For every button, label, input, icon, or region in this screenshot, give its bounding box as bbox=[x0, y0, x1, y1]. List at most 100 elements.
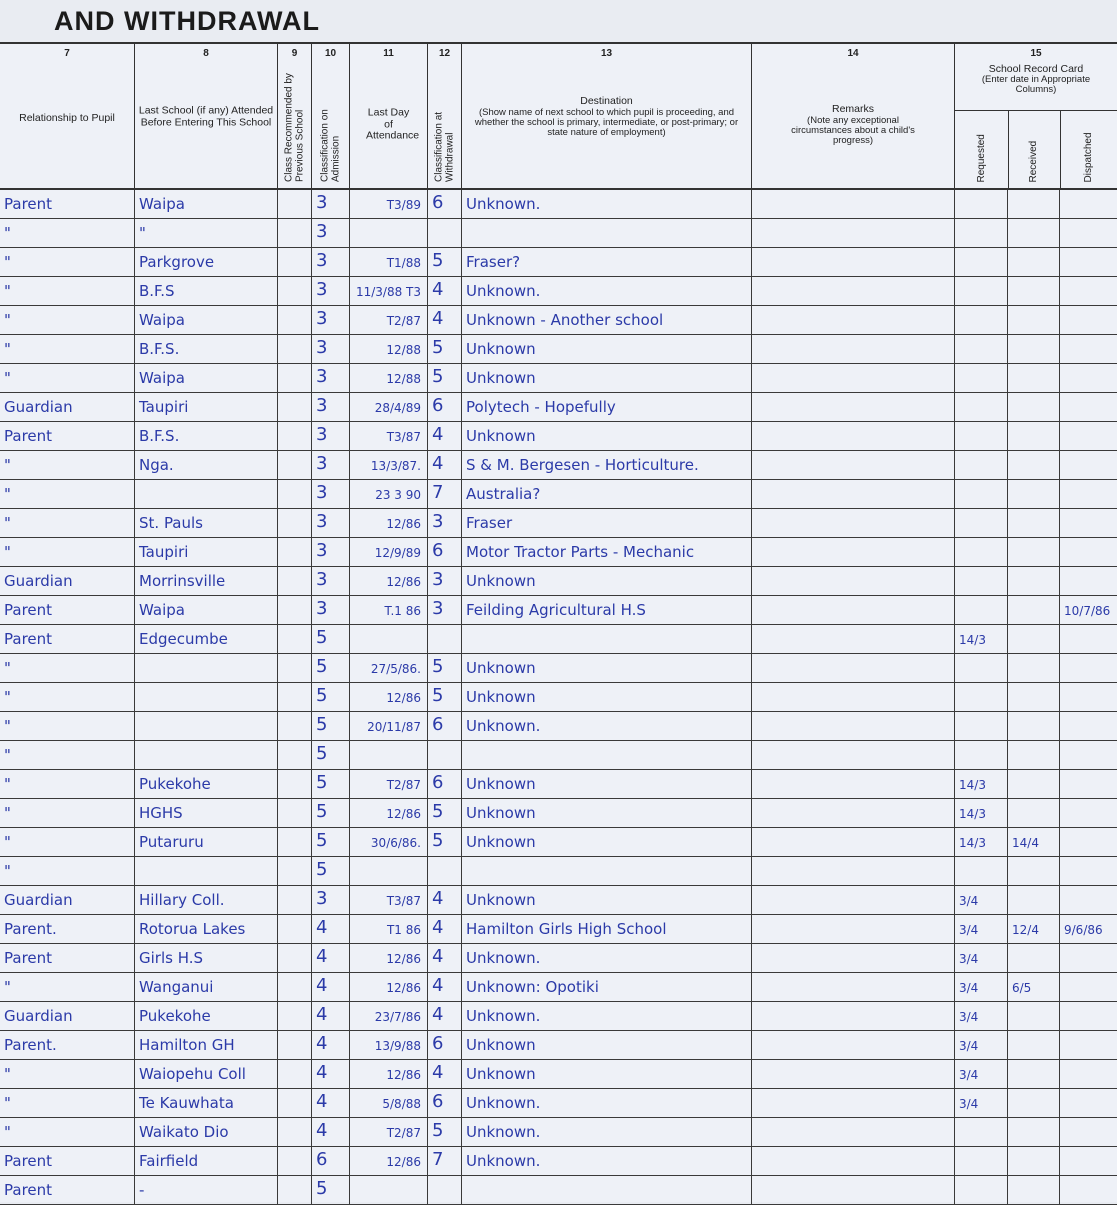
col-number: 13 bbox=[600, 48, 613, 59]
cell-destination: S & M. Bergesen - Horticulture. bbox=[462, 451, 752, 479]
cell-classification-withdrawal: 6 bbox=[428, 393, 462, 421]
col-header-relationship: 7 Relationship to Pupil bbox=[0, 44, 135, 188]
cell-last-day: 12/86 bbox=[350, 683, 428, 711]
cell-classification-admission: 3 bbox=[312, 306, 350, 334]
cell-relationship: Parent. bbox=[0, 1031, 135, 1059]
cell-classification-admission: 4 bbox=[312, 1089, 350, 1117]
col-label: Classification on Admission bbox=[319, 109, 341, 182]
cell-card-received bbox=[1008, 799, 1060, 827]
cell-remarks bbox=[752, 277, 955, 305]
cell-last-school bbox=[135, 654, 278, 682]
col-header-dispatched: Dispatched bbox=[1060, 110, 1117, 188]
cell-relationship: " bbox=[0, 770, 135, 798]
table-row: " 3 23 3 90 7 Australia? bbox=[0, 480, 1117, 509]
cell-remarks bbox=[752, 219, 955, 247]
cell-class-recommended bbox=[278, 1060, 312, 1088]
cell-card-dispatched bbox=[1060, 799, 1117, 827]
cell-card-dispatched bbox=[1060, 1118, 1117, 1146]
cell-last-day: 23 3 90 bbox=[350, 480, 428, 508]
cell-classification-admission: 5 bbox=[312, 625, 350, 653]
record-card-group: 15 School Record Card (Enter date in App… bbox=[955, 44, 1117, 111]
cell-last-school: B.F.S bbox=[135, 277, 278, 305]
cell-classification-withdrawal: 4 bbox=[428, 451, 462, 479]
cell-classification-admission: 5 bbox=[312, 712, 350, 740]
cell-card-requested bbox=[955, 683, 1008, 711]
table-row: " Putaruru 5 30/6/86. 5 Unknown 14/3 14/4 bbox=[0, 828, 1117, 857]
cell-card-requested bbox=[955, 1118, 1008, 1146]
cell-card-requested: 3/4 bbox=[955, 1002, 1008, 1030]
cell-remarks bbox=[752, 422, 955, 450]
cell-last-day: 12/86 bbox=[350, 944, 428, 972]
cell-relationship: " bbox=[0, 857, 135, 885]
cell-classification-withdrawal: 5 bbox=[428, 248, 462, 276]
cell-relationship: " bbox=[0, 538, 135, 566]
cell-classification-withdrawal: 4 bbox=[428, 306, 462, 334]
table-row: " Waikato Dio 4 T2/87 5 Unknown. bbox=[0, 1118, 1117, 1147]
cell-destination: Unknown. bbox=[462, 712, 752, 740]
cell-card-received bbox=[1008, 538, 1060, 566]
cell-card-received: 6/5 bbox=[1008, 973, 1060, 1001]
cell-card-dispatched bbox=[1060, 393, 1117, 421]
cell-card-requested bbox=[955, 277, 1008, 305]
col-label: Last Day of Attendance bbox=[366, 106, 420, 142]
cell-classification-admission: 3 bbox=[312, 567, 350, 595]
cell-remarks bbox=[752, 654, 955, 682]
cell-relationship: Parent. bbox=[0, 915, 135, 943]
cell-classification-withdrawal: 4 bbox=[428, 277, 462, 305]
cell-card-dispatched bbox=[1060, 944, 1117, 972]
cell-relationship: " bbox=[0, 364, 135, 392]
col-number: 10 bbox=[324, 48, 337, 59]
cell-card-dispatched bbox=[1060, 1060, 1117, 1088]
cell-remarks bbox=[752, 364, 955, 392]
cell-card-received bbox=[1008, 625, 1060, 653]
cell-class-recommended bbox=[278, 828, 312, 856]
col-number: 8 bbox=[203, 48, 209, 59]
cell-relationship: " bbox=[0, 451, 135, 479]
cell-classification-withdrawal: 4 bbox=[428, 422, 462, 450]
cell-classification-admission: 3 bbox=[312, 509, 350, 537]
cell-destination: Unknown. bbox=[462, 277, 752, 305]
cell-classification-admission: 3 bbox=[312, 596, 350, 624]
cell-card-requested bbox=[955, 480, 1008, 508]
cell-remarks bbox=[752, 770, 955, 798]
cell-card-dispatched bbox=[1060, 1089, 1117, 1117]
cell-class-recommended bbox=[278, 1147, 312, 1175]
register-rows: Parent Waipa 3 T3/89 6 Unknown. " " 3 " Parkgrove 3… bbox=[0, 190, 1117, 1205]
col-label: Last School (if any) Attended Before Ent… bbox=[138, 104, 274, 129]
cell-class-recommended bbox=[278, 277, 312, 305]
cell-card-dispatched bbox=[1060, 654, 1117, 682]
cell-classification-withdrawal: 4 bbox=[428, 973, 462, 1001]
cell-relationship: " bbox=[0, 741, 135, 769]
cell-classification-withdrawal: 5 bbox=[428, 828, 462, 856]
cell-destination: Unknown bbox=[462, 828, 752, 856]
cell-last-school: Te Kauwhata bbox=[135, 1089, 278, 1117]
cell-relationship: " bbox=[0, 480, 135, 508]
cell-destination bbox=[462, 857, 752, 885]
col-label: Received bbox=[1027, 140, 1039, 182]
cell-destination: Motor Tractor Parts - Mechanic bbox=[462, 538, 752, 566]
table-row: " Waiopehu Coll 4 12/86 4 Unknown 3/4 bbox=[0, 1060, 1117, 1089]
cell-last-school: HGHS bbox=[135, 799, 278, 827]
cell-card-received bbox=[1008, 1089, 1060, 1117]
cell-remarks bbox=[752, 596, 955, 624]
cell-card-requested bbox=[955, 1147, 1008, 1175]
cell-last-school: Wanganui bbox=[135, 973, 278, 1001]
cell-remarks bbox=[752, 306, 955, 334]
table-row: " Te Kauwhata 4 5/8/88 6 Unknown. 3/4 bbox=[0, 1089, 1117, 1118]
cell-classification-withdrawal bbox=[428, 625, 462, 653]
cell-classification-admission: 5 bbox=[312, 654, 350, 682]
cell-relationship: " bbox=[0, 1118, 135, 1146]
cell-remarks bbox=[752, 886, 955, 914]
col-label: Remarks (Note any exceptional circumstan… bbox=[754, 103, 952, 147]
table-row: " 5 bbox=[0, 741, 1117, 770]
cell-relationship: Parent bbox=[0, 596, 135, 624]
cell-classification-admission: 5 bbox=[312, 857, 350, 885]
cell-card-dispatched bbox=[1060, 190, 1117, 218]
cell-card-received bbox=[1008, 1031, 1060, 1059]
cell-classification-admission: 5 bbox=[312, 828, 350, 856]
cell-card-requested: 3/4 bbox=[955, 886, 1008, 914]
cell-relationship: " bbox=[0, 1089, 135, 1117]
cell-class-recommended bbox=[278, 248, 312, 276]
cell-class-recommended bbox=[278, 219, 312, 247]
cell-card-requested: 14/3 bbox=[955, 770, 1008, 798]
